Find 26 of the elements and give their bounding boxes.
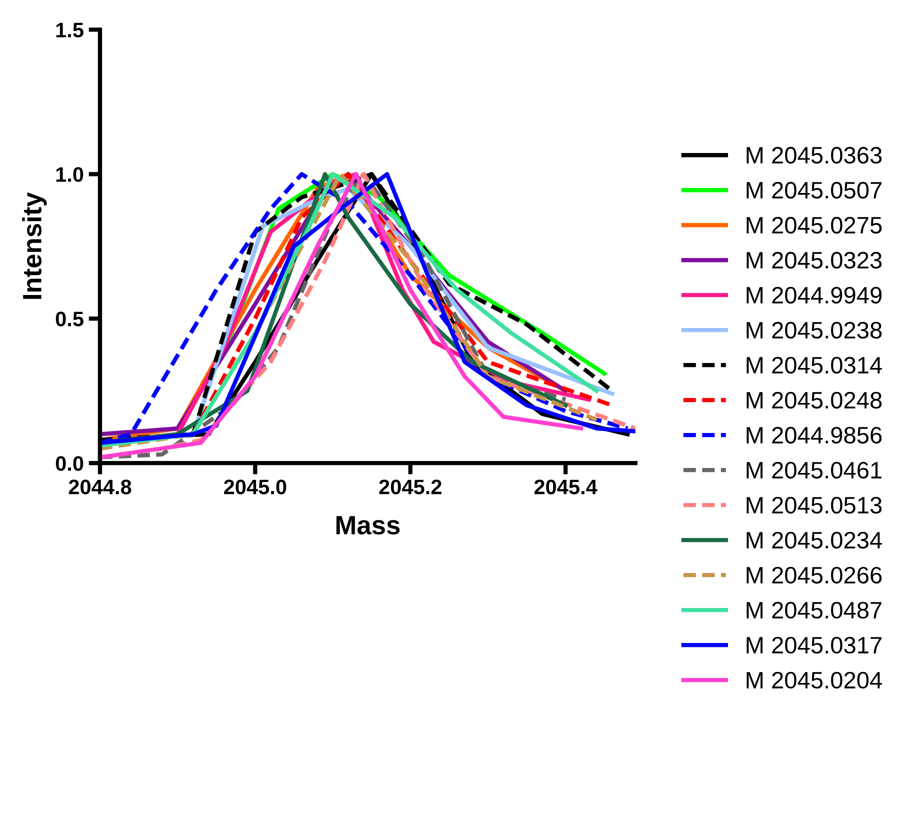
legend-label: M 2045.0204 (746, 672, 882, 689)
legend-label: M 2045.0266 (746, 566, 882, 584)
legend-label: M 2045.0323 (746, 252, 882, 269)
y-tick-label: 0.0 (56, 456, 84, 471)
x-tick-label: 2045.0 (224, 480, 286, 494)
legend-label: M 2045.0314 (746, 356, 882, 374)
legend-label: M 2045.0248 (746, 392, 882, 409)
legend-label: M 2045.0487 (746, 602, 882, 619)
legend-label: M 2045.0275 (746, 216, 882, 234)
legend-label: M 2045.0507 (746, 182, 882, 199)
x-axis-title: Mass (336, 516, 400, 535)
x-tick-label: 2045.2 (379, 480, 442, 494)
legend-label: M 2045.0238 (746, 322, 882, 339)
legend-label: M 2045.0317 (746, 636, 882, 654)
legend-label: M 2045.0461 (746, 462, 882, 479)
x-tick-label: 2045.4 (534, 480, 598, 494)
y-tick-label: 1.0 (56, 167, 84, 182)
x-tick-label: 2044.8 (68, 480, 132, 494)
y-axis-title: Intensity (22, 192, 47, 299)
legend-label: M 2044.9949 (746, 286, 882, 304)
legend-label: M 2045.0234 (746, 532, 882, 549)
legend-label: M 2045.0363 (746, 146, 882, 164)
legend-label: M 2044.9856 (746, 426, 882, 444)
y-tick-label: 0.5 (56, 312, 84, 326)
legend-label: M 2045.0513 (746, 496, 882, 514)
y-tick-label: 1.5 (56, 22, 84, 38)
